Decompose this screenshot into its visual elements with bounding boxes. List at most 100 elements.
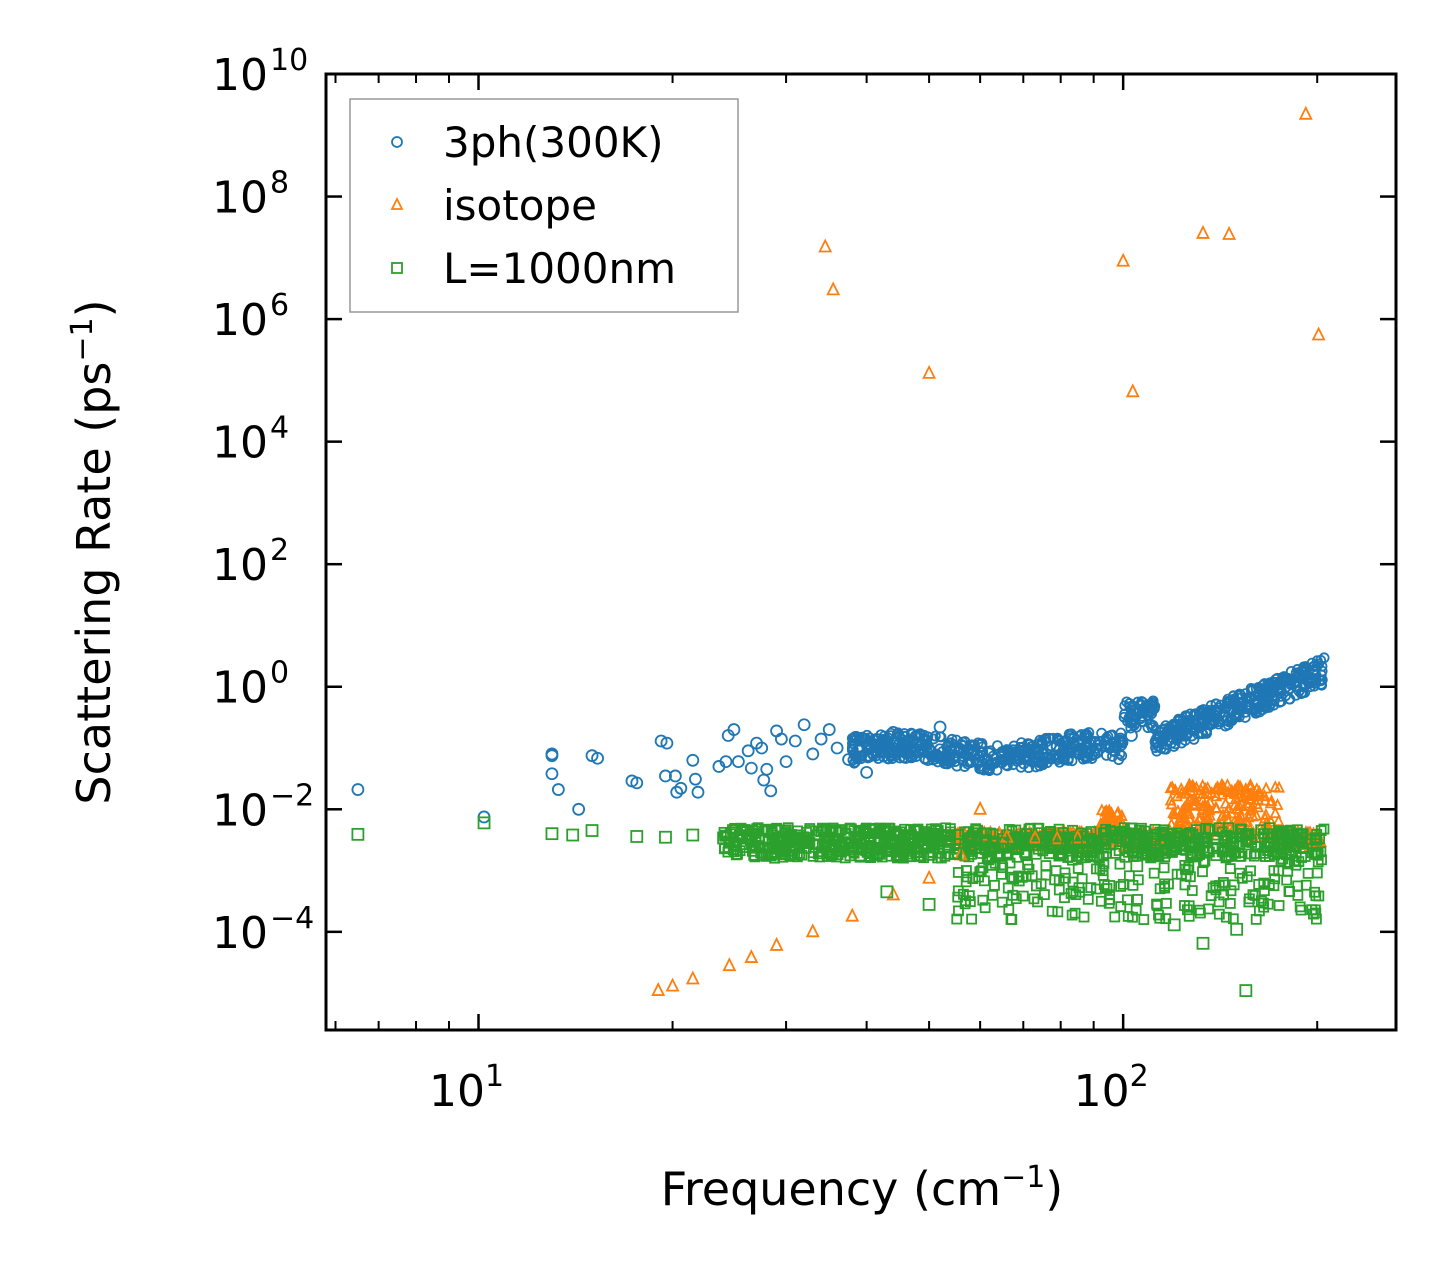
data-point-2	[1265, 836, 1279, 850]
legend-marker-1	[390, 196, 404, 210]
data-point-0	[873, 739, 887, 752]
dense-l1000-point	[785, 832, 797, 844]
dense-l1000-point	[878, 838, 890, 850]
dense-3ph-point	[1210, 698, 1222, 710]
dense-l1000-point	[835, 840, 846, 852]
dense-l1000-point	[1179, 900, 1190, 911]
data-point-0	[774, 732, 788, 746]
dense-l1000-point	[1007, 889, 1019, 901]
dense-l1000-point	[1017, 890, 1029, 902]
dense-l1000-point	[1010, 893, 1022, 905]
dense-l1000-point	[1016, 871, 1028, 883]
data-point-2	[973, 840, 987, 854]
dense-l1000-point	[1185, 827, 1197, 838]
dense-l1000-point	[1183, 910, 1195, 922]
dense-3ph-point	[1246, 685, 1257, 697]
dense-l1000-point	[1197, 866, 1208, 878]
dense-l1000-point	[1268, 865, 1280, 876]
dense-l1000-point	[1150, 831, 1162, 843]
data-point-1	[685, 970, 700, 985]
dense-3ph-point	[1155, 726, 1167, 738]
dense-l1000-point	[1053, 874, 1065, 886]
data-point-1	[922, 869, 937, 884]
y-axis-label: Scattering Rate (ps−1)	[65, 299, 121, 804]
data-point-2	[1061, 833, 1074, 847]
series-layer	[351, 105, 1326, 997]
dense-l1000-point	[1121, 894, 1133, 906]
dense-isotope-point	[1225, 806, 1238, 819]
data-point-0	[1016, 741, 1030, 755]
data-point-1	[818, 238, 833, 253]
data-point-2	[566, 828, 580, 842]
dense-l1000-point	[1285, 824, 1296, 836]
dense-3ph-point	[1094, 735, 1106, 747]
data-point-1	[1222, 226, 1237, 240]
dense-l1000-point	[1005, 914, 1017, 925]
dense-3ph-point	[852, 753, 863, 765]
data-point-1	[1298, 105, 1313, 120]
dense-l1000-point	[1148, 867, 1160, 879]
data-point-1	[1050, 830, 1065, 845]
dense-l1000-point	[1187, 828, 1198, 840]
dense-l1000-point	[1073, 842, 1085, 854]
dense-l1000-point	[1165, 833, 1176, 845]
dense-isotope-point	[1201, 810, 1214, 823]
dense-isotope-point	[1175, 786, 1188, 799]
dense-3ph-point	[1200, 708, 1212, 720]
data-point-1	[651, 982, 666, 996]
dense-l1000-point	[1258, 847, 1269, 859]
dense-isotope-point	[1186, 778, 1199, 791]
dense-l1000-point	[1132, 894, 1143, 905]
dense-3ph-point	[1135, 713, 1147, 725]
dense-isotope-point	[1244, 780, 1257, 793]
plot-frame	[324, 72, 1398, 1032]
data-point-0	[911, 736, 925, 750]
dense-3ph-point	[870, 750, 882, 762]
dense-3ph-point	[1266, 687, 1278, 699]
data-point-0	[689, 772, 702, 786]
dense-l1000-point	[1059, 867, 1071, 879]
data-point-0	[630, 776, 644, 790]
data-point-0	[849, 730, 863, 744]
data-point-2	[1080, 834, 1094, 848]
data-point-1	[886, 886, 901, 901]
dense-l1000-point	[1059, 872, 1071, 884]
dense-l1000-point	[876, 841, 888, 853]
dense-l1000-point	[1309, 886, 1320, 898]
dense-l1000-point	[985, 859, 997, 871]
dense-isotope-point	[1241, 799, 1254, 812]
data-point-2	[585, 824, 599, 837]
dense-3ph-point	[1034, 734, 1046, 746]
dense-l1000-point	[1224, 840, 1236, 852]
dense-3ph-point	[976, 738, 988, 749]
dense-3ph-point	[1302, 676, 1314, 687]
dense-l1000-point	[1082, 893, 1094, 905]
dense-l1000-point	[1066, 909, 1078, 921]
dense-3ph-point	[1263, 701, 1275, 713]
dense-l1000-point	[894, 826, 906, 838]
data-point-0	[545, 749, 559, 763]
dense-l1000-point	[978, 875, 990, 887]
dense-3ph-point	[1291, 680, 1303, 692]
legend-label-2: L=1000nm	[443, 244, 676, 293]
data-point-0	[886, 725, 900, 739]
dense-l1000-point	[1311, 913, 1322, 925]
data-point-0	[1061, 744, 1074, 758]
dense-l1000-point	[1281, 874, 1293, 886]
data-point-2	[922, 898, 936, 911]
data-point-0	[860, 765, 874, 779]
legend-label-0: 3ph(300K)	[443, 118, 663, 167]
dense-3ph-point	[1150, 742, 1161, 754]
dense-l1000-point	[987, 889, 999, 901]
dense-3ph-point	[873, 743, 884, 755]
data-point-2	[477, 816, 491, 830]
dense-3ph-point	[857, 734, 869, 746]
dense-3ph-point	[1181, 711, 1193, 723]
dense-l1000-point	[990, 838, 1002, 849]
dense-l1000-point	[1046, 905, 1058, 917]
data-point-0	[351, 783, 365, 796]
data-point-0	[591, 751, 604, 765]
dense-3ph-point	[1081, 736, 1093, 748]
dense-l1000-point	[1159, 882, 1171, 894]
dense-isotope-point	[1198, 799, 1211, 812]
